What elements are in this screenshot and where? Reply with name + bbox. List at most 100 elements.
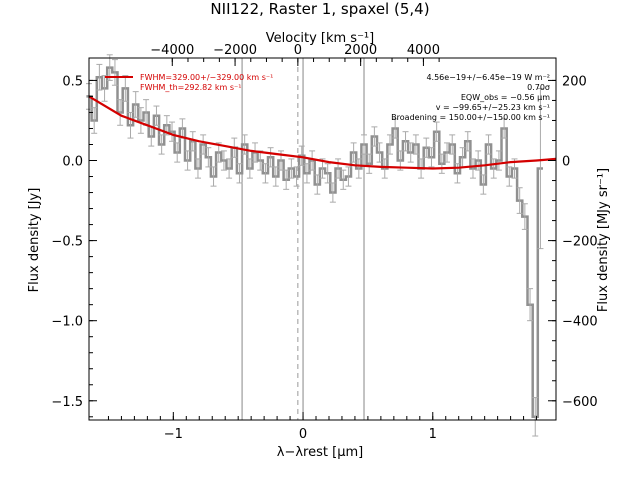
data-point bbox=[537, 87, 544, 250]
data-point bbox=[506, 166, 513, 187]
data-point bbox=[303, 163, 310, 184]
data-point bbox=[91, 107, 98, 134]
data-point bbox=[376, 142, 383, 163]
right-tick-label: −400 bbox=[562, 315, 598, 330]
data-point bbox=[267, 147, 274, 168]
data-point bbox=[350, 142, 357, 163]
x-tick-label: 1 bbox=[429, 427, 437, 442]
data-series-line bbox=[86, 66, 543, 419]
eqw-annotation: EQW_obs = −0.56 μm bbox=[461, 93, 550, 102]
fwhm-th-annotation: FWHM_th=292.82 km s⁻¹ bbox=[140, 83, 241, 92]
data-point bbox=[226, 158, 233, 179]
data-point bbox=[314, 174, 321, 195]
data-point bbox=[132, 91, 139, 118]
data-point bbox=[516, 187, 523, 214]
data-point bbox=[153, 105, 160, 126]
data-point bbox=[444, 142, 451, 163]
sigma-annotation: 0.70σ bbox=[527, 83, 550, 92]
data-point bbox=[386, 134, 393, 155]
y-tick-label: 0.5 bbox=[62, 74, 83, 89]
data-point bbox=[407, 142, 414, 163]
top-tick-label: 2000 bbox=[344, 43, 377, 58]
data-point bbox=[241, 134, 248, 155]
data-point bbox=[423, 137, 430, 158]
y-axis-label: Flux density [Jy] bbox=[27, 188, 42, 293]
data-point bbox=[381, 158, 388, 179]
data-point bbox=[246, 158, 253, 179]
data-point bbox=[340, 169, 347, 190]
data-point bbox=[521, 203, 528, 230]
top-tick-label: −4000 bbox=[150, 43, 194, 58]
data-point bbox=[200, 134, 207, 155]
right-tick-label: 200 bbox=[562, 74, 587, 89]
data-point bbox=[137, 107, 144, 134]
data-point bbox=[158, 134, 165, 155]
data-point bbox=[283, 169, 290, 190]
fwhm-annotation: FWHM=329.00+/−329.00 km s⁻¹ bbox=[140, 73, 273, 82]
data-point bbox=[324, 163, 331, 184]
data-point bbox=[464, 131, 471, 152]
data-point bbox=[449, 134, 456, 155]
data-point bbox=[215, 142, 222, 163]
chart-layer: −1 0 10.50.0−0.5−1.0−1.5−4000 −2000 0 2000 400… bbox=[51, 43, 597, 442]
data-point bbox=[495, 150, 502, 171]
data-point bbox=[428, 147, 435, 168]
top-tick-label: 4000 bbox=[407, 43, 440, 58]
data-point bbox=[252, 142, 259, 163]
right-tick-label: −200 bbox=[562, 235, 598, 250]
y-tick-label: −1.0 bbox=[51, 315, 83, 330]
data-point bbox=[184, 150, 191, 171]
data-point bbox=[319, 158, 326, 179]
data-point bbox=[438, 153, 445, 174]
data-point bbox=[371, 126, 378, 147]
data-point bbox=[174, 142, 181, 163]
y-tick-label: −0.5 bbox=[51, 235, 83, 250]
data-point bbox=[501, 118, 508, 139]
data-point bbox=[288, 158, 295, 179]
data-point bbox=[355, 158, 362, 179]
y-tick-label: 0.0 bbox=[62, 155, 83, 170]
data-point bbox=[490, 158, 497, 179]
data-point bbox=[189, 131, 196, 152]
data-point bbox=[485, 134, 492, 155]
data-point bbox=[111, 59, 118, 86]
data-point bbox=[205, 147, 212, 168]
data-point bbox=[402, 131, 409, 152]
fit-curve bbox=[88, 95, 557, 170]
data-point bbox=[236, 163, 243, 184]
data-point bbox=[329, 182, 336, 203]
data-point bbox=[433, 121, 440, 142]
right-axis-label: Flux density [MJy sr⁻¹] bbox=[596, 168, 611, 312]
right-tick-label: −600 bbox=[562, 395, 598, 410]
data-point bbox=[469, 158, 476, 179]
data-point bbox=[298, 145, 305, 166]
data-point bbox=[361, 134, 368, 155]
x-tick-label: 0 bbox=[299, 427, 307, 442]
data-point bbox=[210, 166, 217, 187]
data-point bbox=[169, 121, 176, 142]
top-tick-label: 0 bbox=[294, 43, 302, 58]
data-point bbox=[392, 118, 399, 139]
plot-frame bbox=[88, 57, 557, 421]
data-point bbox=[194, 158, 201, 179]
data-point bbox=[272, 166, 279, 187]
data-point bbox=[412, 134, 419, 155]
data-point bbox=[262, 163, 269, 184]
data-point bbox=[122, 75, 129, 102]
right-tick-label: 0 bbox=[562, 155, 570, 170]
data-point bbox=[101, 75, 108, 102]
flux-annotation: 4.56e−19+/−6.45e−19 W m⁻² bbox=[426, 73, 550, 82]
data-point bbox=[117, 99, 124, 126]
x-tick-label: −1 bbox=[164, 427, 183, 442]
data-point bbox=[527, 288, 534, 322]
data-point bbox=[309, 150, 316, 171]
x-axis-label: λ−λrest [μm] bbox=[277, 445, 363, 460]
top-tick-label: −2000 bbox=[213, 43, 257, 58]
data-point bbox=[366, 153, 373, 174]
data-point bbox=[480, 174, 487, 195]
data-point bbox=[345, 166, 352, 187]
data-point bbox=[96, 63, 103, 91]
top-axis-label: Velocity [km s⁻¹] bbox=[266, 31, 374, 46]
chart-title: NII122, Raster 1, spaxel (5,4) bbox=[210, 0, 429, 18]
